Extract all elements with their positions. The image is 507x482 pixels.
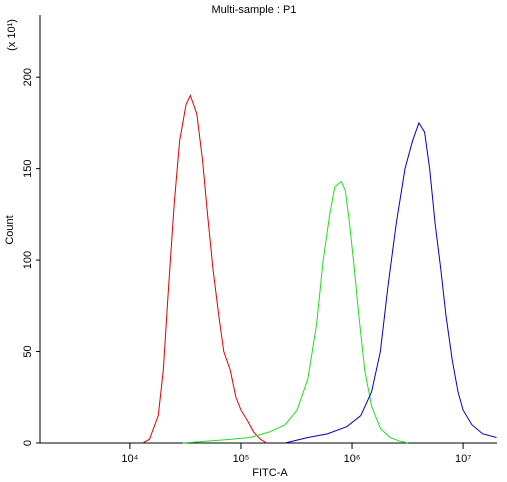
histogram-line [182,180,409,444]
y-tick-label: 100 [22,251,34,269]
histogram-line [142,94,267,444]
x-tick-label: 10⁴ [121,453,138,465]
x-tick-label: 10⁷ [455,453,471,465]
y-tick-label: 200 [22,68,34,86]
y-tick-label: 150 [22,159,34,177]
histogram-line [285,121,497,444]
y-axis-label: Count [4,215,16,244]
y-tick-label: 0 [22,440,34,446]
x-tick-label: 10⁵ [233,453,250,465]
chart-title: Multi-sample : P1 [212,4,297,16]
x-axis-label: FITC-A [252,467,288,479]
multiplier: (x 10¹) [6,19,18,51]
x-tick-label: 10⁶ [344,453,361,465]
y-tick-label: 50 [22,345,34,357]
